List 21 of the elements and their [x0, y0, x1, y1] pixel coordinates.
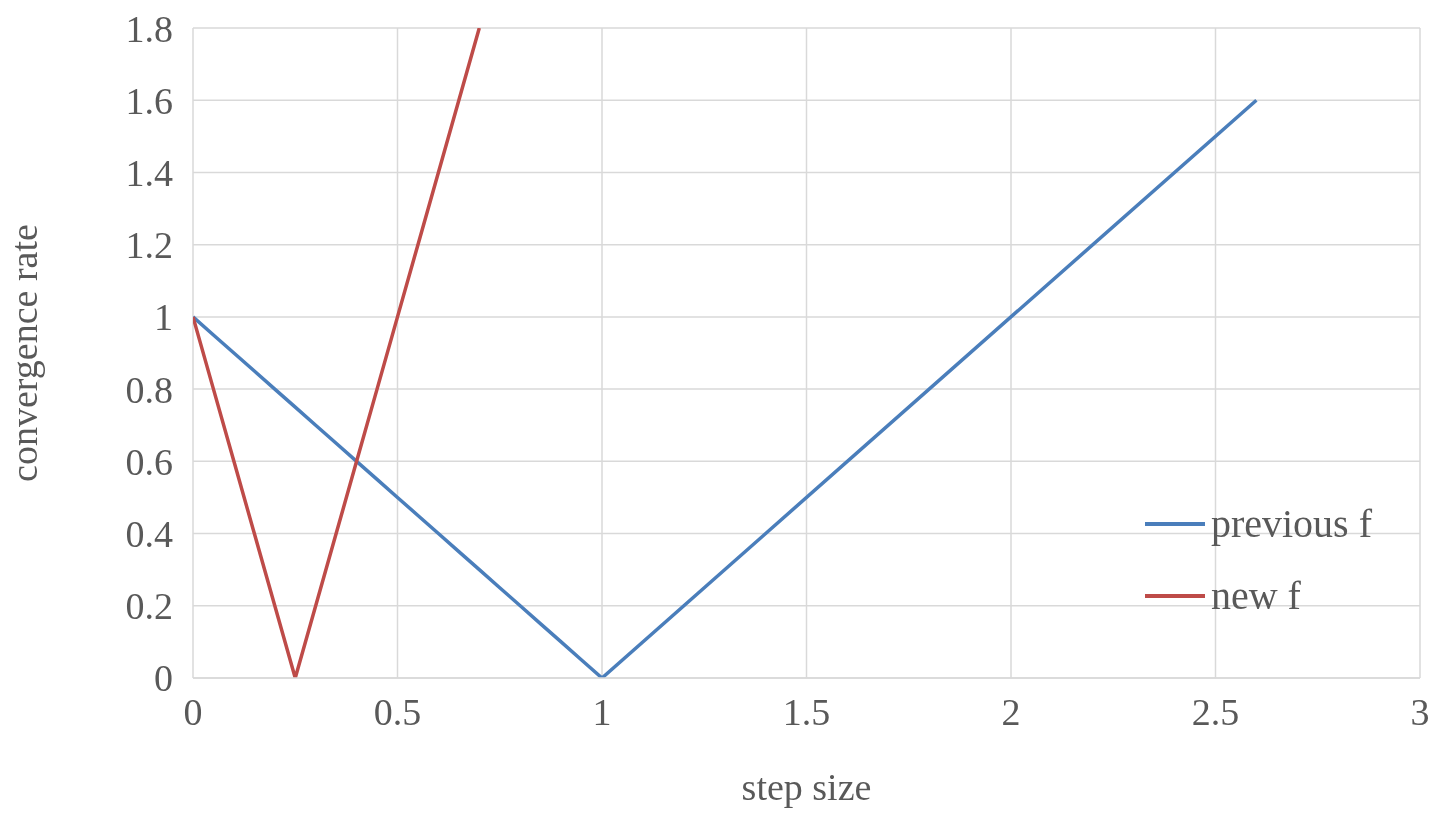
x-tick-label: 3 [1410, 690, 1430, 733]
x-tick-label: 2 [1001, 690, 1021, 733]
y-tick-label: 0 [154, 657, 173, 700]
y-axis-title: convergence rate [3, 224, 46, 482]
legend-label: new f [1210, 572, 1301, 620]
x-axis-title: step size [741, 766, 872, 808]
y-tick-label: 0.6 [125, 440, 173, 483]
legend-label: previous f [1210, 500, 1372, 548]
y-tick-label: 1 [154, 296, 173, 339]
y-tick-label: 1.4 [125, 151, 173, 194]
y-tick-label: 0.2 [125, 585, 173, 628]
y-tick-label: 0.8 [125, 368, 173, 411]
y-tick-label: 0.4 [125, 513, 173, 556]
x-tick-label: 0 [183, 690, 203, 733]
y-tick-label: 1.2 [125, 224, 173, 267]
x-tick-label: 1 [592, 690, 612, 733]
x-tick-label: 1.5 [782, 690, 831, 733]
y-tick-label: 1.6 [125, 79, 173, 122]
x-tick-label: 0.5 [373, 690, 422, 733]
y-tick-label: 1.8 [125, 7, 173, 50]
x-tick-label: 2.5 [1191, 690, 1240, 733]
